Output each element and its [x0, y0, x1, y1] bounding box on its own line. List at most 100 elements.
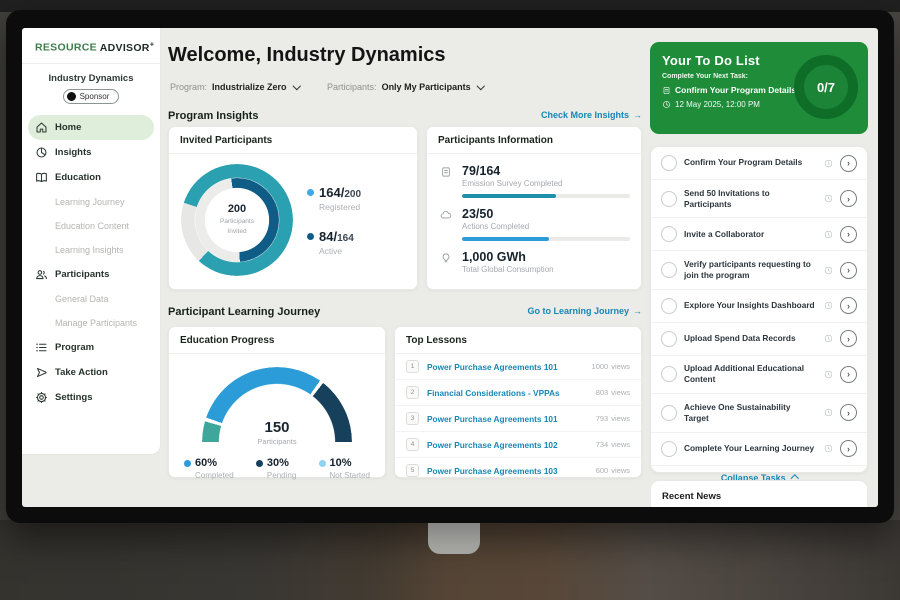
todo-progress-ring: 0/7 — [794, 55, 858, 119]
task-row[interactable]: Upload Spend Data Records › — [651, 323, 867, 356]
sidebar-item-participants[interactable]: Participants — [28, 262, 154, 287]
donut-legend: 164/200 Registered 84/164 Active — [307, 185, 361, 256]
task-checkbox[interactable] — [661, 155, 677, 171]
cloud-icon — [440, 207, 453, 241]
section-learning-journey: Participant Learning Journey — [168, 306, 321, 318]
task-row[interactable]: Achieve One Sustainability Target › — [651, 394, 867, 433]
invited-donut-chart: 200 Participants Invited — [181, 164, 293, 276]
task-row[interactable]: Complete Your Learning Journey › — [651, 433, 867, 466]
stat-consumption: 1,000 GWh Total Global Consumption — [440, 250, 628, 274]
task-row[interactable]: Send 50 Invitations to Participants › — [651, 180, 867, 219]
clock-icon — [824, 334, 833, 343]
education-gauge-chart: 150 Participants — [202, 367, 352, 446]
monitor-bezel: RESOURCE ADVISOR+ Industry Dynamics Spon… — [6, 10, 894, 523]
clock-icon — [663, 101, 670, 108]
lesson-link[interactable]: Power Purchase Agreements 101 — [427, 361, 558, 372]
lesson-link[interactable]: Power Purchase Agreements 101 — [427, 413, 558, 424]
task-open-button[interactable]: › — [840, 225, 857, 243]
home-icon — [35, 121, 48, 134]
task-open-button[interactable]: › — [840, 261, 857, 279]
sidebar-item-home[interactable]: Home — [28, 114, 154, 140]
lesson-row: 2 Financial Considerations - VPPAs 803 vi… — [395, 380, 641, 406]
todo-summary-card: Your To Do List Complete Your Next Task:… — [650, 42, 868, 134]
task-checkbox[interactable] — [661, 440, 677, 457]
program-dropdown[interactable]: Program: Industrialize Zero — [170, 81, 301, 92]
task-checkbox[interactable] — [661, 297, 677, 314]
rank-badge: 1 — [406, 360, 419, 373]
clock-icon — [824, 266, 833, 275]
card-title: Invited Participants — [169, 127, 417, 154]
sidebar-item-education[interactable]: Education — [28, 165, 154, 190]
check-more-insights-link[interactable]: Check More Insights → — [540, 110, 642, 120]
task-checkbox[interactable] — [661, 330, 677, 347]
recent-news-title: Recent News — [662, 491, 722, 502]
task-open-button[interactable]: › — [840, 297, 857, 315]
task-checkbox[interactable] — [661, 226, 677, 243]
filters-row: Program: Industrialize Zero Participants:… — [170, 81, 485, 92]
todo-subtitle: Complete Your Next Task: — [662, 73, 748, 80]
task-row[interactable]: Explore Your Insights Dashboard › — [651, 290, 867, 323]
sponsor-badge: Sponsor — [62, 88, 120, 104]
sidebar-item-learning-journey[interactable]: Learning Journey — [55, 196, 125, 207]
task-checkbox[interactable] — [661, 366, 677, 383]
lesson-row: 1 Power Purchase Agreements 101 1000 view… — [395, 354, 641, 380]
todo-progress-value: 0/7 — [816, 79, 836, 95]
rank-badge: 5 — [406, 464, 419, 477]
task-open-button[interactable]: › — [840, 330, 857, 348]
clock-icon — [824, 408, 833, 417]
task-open-button[interactable]: › — [840, 404, 857, 422]
sidebar-item-insights[interactable]: Insights — [28, 140, 154, 165]
document-icon — [663, 86, 670, 94]
gear-icon — [35, 391, 48, 404]
task-open-button[interactable]: › — [840, 440, 857, 457]
task-open-button[interactable]: › — [840, 154, 857, 172]
chevron-down-icon — [292, 81, 301, 90]
task-row[interactable]: Invite a Collaborator › — [651, 218, 867, 252]
org-name: Industry Dynamics — [48, 72, 134, 84]
legend-dot — [255, 459, 263, 467]
task-checkbox[interactable] — [661, 190, 677, 207]
arrow-right-icon: → — [633, 110, 642, 120]
task-open-button[interactable]: › — [840, 365, 857, 383]
lesson-link[interactable]: Power Purchase Agreements 103 — [427, 465, 558, 476]
legend-item-registered: 164/200 Registered — [307, 185, 361, 212]
task-row[interactable]: Confirm Your Program Details › — [651, 147, 867, 180]
sidebar-item-take-action[interactable]: Take Action — [28, 360, 154, 385]
invited-participants-card: Invited Participants 200 Participants In… — [168, 126, 418, 290]
participants-dropdown[interactable]: Participants: Only My Participants — [327, 81, 485, 92]
task-checkbox[interactable] — [661, 262, 677, 279]
todo-task-list: Confirm Your Program Details › Send 50 I… — [650, 146, 868, 483]
go-to-learning-journey-link[interactable]: Go to Learning Journey → — [527, 306, 642, 316]
book-icon — [35, 171, 48, 184]
collapse-tasks-link[interactable]: Collapse Tasks — [651, 466, 867, 490]
stat-emission-survey: 79/164 Emission Survey Completed — [440, 164, 630, 198]
legend-item-not-started: 10% Not Started — [318, 457, 370, 480]
room-background-top — [0, 0, 900, 12]
rank-badge: 2 — [406, 386, 419, 399]
sidebar-item-manage-participants[interactable]: Manage Participants — [55, 317, 138, 328]
rank-badge: 4 — [406, 438, 419, 451]
sidebar-item-settings[interactable]: Settings — [28, 385, 154, 410]
progress-bar — [462, 194, 630, 198]
lesson-row: 3 Power Purchase Agreements 101 793 views — [395, 406, 641, 432]
todo-title: Your To Do List — [662, 53, 760, 68]
sidebar-item-general-data[interactable]: General Data — [55, 293, 109, 304]
stat-actions-completed: 23/50 Actions Completed — [440, 207, 630, 241]
logo-advisor: ADVISOR+ — [99, 39, 155, 54]
task-row[interactable]: Verify participants requesting to join t… — [651, 251, 867, 290]
people-icon — [35, 268, 48, 281]
donut-center-label: Participants Invited — [220, 218, 254, 235]
clock-icon — [824, 301, 833, 310]
sidebar-item-education-content[interactable]: Education Content — [55, 220, 130, 231]
lesson-link[interactable]: Power Purchase Agreements 102 — [427, 439, 558, 450]
rank-badge: 3 — [406, 412, 419, 425]
lesson-row: 4 Power Purchase Agreements 102 734 views — [395, 432, 641, 458]
task-checkbox[interactable] — [661, 404, 677, 421]
task-row[interactable]: Upload Additional Educational Content › — [651, 356, 867, 395]
clock-icon — [824, 230, 833, 239]
sidebar-item-program[interactable]: Program — [28, 335, 154, 360]
task-open-button[interactable]: › — [840, 190, 857, 208]
sidebar-item-learning-insights[interactable]: Learning Insights — [55, 244, 124, 255]
legend-dot — [318, 459, 326, 467]
lesson-link[interactable]: Financial Considerations - VPPAs — [427, 387, 560, 398]
